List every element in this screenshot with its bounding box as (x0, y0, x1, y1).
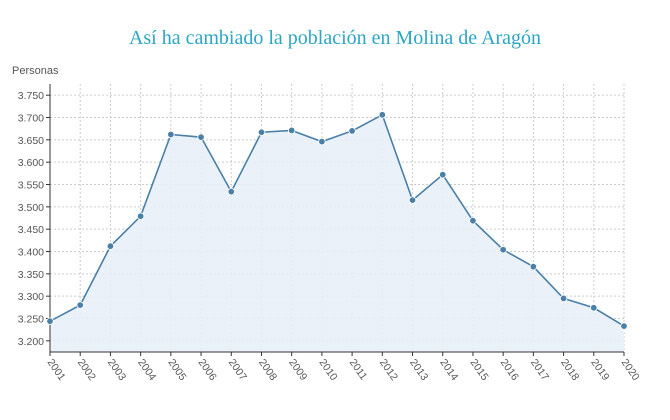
x-tick-label: 2013 (407, 357, 430, 383)
x-tick-label: 2016 (498, 357, 521, 383)
data-point-2007[interactable] (227, 187, 235, 196)
data-point-2013[interactable] (408, 196, 417, 204)
x-tick-label: 2015 (467, 357, 490, 383)
x-tick-label: 2011 (347, 357, 370, 383)
data-point-2009[interactable] (287, 126, 296, 135)
data-point-2003[interactable] (106, 242, 115, 250)
x-tick-label: 2005 (165, 357, 188, 383)
x-tick-labels: 2001 2002 2003 2004 2005 2006 2007 2008 2009 2010… (45, 357, 642, 383)
x-tick-label: 2020 (619, 357, 642, 383)
data-point-2001[interactable] (46, 317, 54, 325)
x-tick-label: 2008 (256, 357, 279, 383)
x-tick-label: 2009 (286, 357, 309, 383)
y-tick-label: 3.200 (18, 336, 44, 348)
y-tick-label: 3.650 (18, 135, 44, 147)
data-point-2018[interactable] (559, 294, 568, 303)
y-tick-label: 3.250 (18, 314, 44, 326)
axes (46, 84, 625, 356)
data-point-2010[interactable] (318, 137, 326, 146)
data-point-2011[interactable] (348, 127, 356, 135)
data-point-2002[interactable] (76, 301, 84, 309)
area-fill (50, 114, 624, 352)
data-point-2016[interactable] (499, 246, 507, 254)
y-tick-label: 3.550 (18, 180, 44, 192)
x-tick-label: 2003 (105, 357, 128, 383)
data-point-2014[interactable] (439, 170, 447, 179)
data-point-2020[interactable] (620, 322, 628, 330)
chart-title: Así ha cambiado la población en Molina d… (128, 27, 542, 49)
y-tick-labels: 3.200 3.250 3.300 3.350 3.400 3.450 3.500 3.550… (18, 90, 44, 348)
y-axis-label: Personas (12, 65, 59, 77)
x-tick-label: 2010 (316, 357, 339, 383)
x-tick-label: 2004 (135, 357, 158, 383)
y-tick-label: 3.500 (18, 202, 44, 214)
x-tick-label: 2002 (75, 357, 98, 383)
data-point-2015[interactable] (469, 216, 477, 225)
y-tick-label: 3.350 (18, 269, 44, 281)
data-point-2019[interactable] (590, 304, 598, 312)
x-tick-label: 2018 (558, 357, 581, 383)
data-point-2017[interactable] (529, 262, 538, 271)
x-tick-label: 2019 (588, 357, 611, 383)
x-tick-label: 2014 (437, 357, 460, 383)
data-points (46, 111, 628, 330)
data-point-2005[interactable] (167, 130, 175, 139)
y-tick-label: 3.300 (18, 291, 44, 303)
y-tick-label: 3.750 (18, 90, 44, 102)
data-point-2012[interactable] (378, 111, 387, 119)
x-tick-label: 2017 (528, 357, 551, 383)
y-tick-label: 3.450 (18, 224, 44, 236)
data-point-2006[interactable] (197, 133, 205, 141)
x-tick-label: 2001 (45, 357, 68, 383)
x-tick-label: 2006 (196, 357, 219, 383)
y-tick-label: 3.600 (18, 157, 44, 169)
population-series-line (49, 113, 625, 327)
data-point-2008[interactable] (257, 128, 266, 136)
y-tick-label: 3.700 (18, 113, 44, 125)
y-tick-label: 3.400 (18, 247, 44, 259)
x-tick-label: 2012 (377, 357, 400, 383)
data-point-2004[interactable] (136, 212, 145, 220)
x-tick-label: 2007 (226, 357, 249, 383)
